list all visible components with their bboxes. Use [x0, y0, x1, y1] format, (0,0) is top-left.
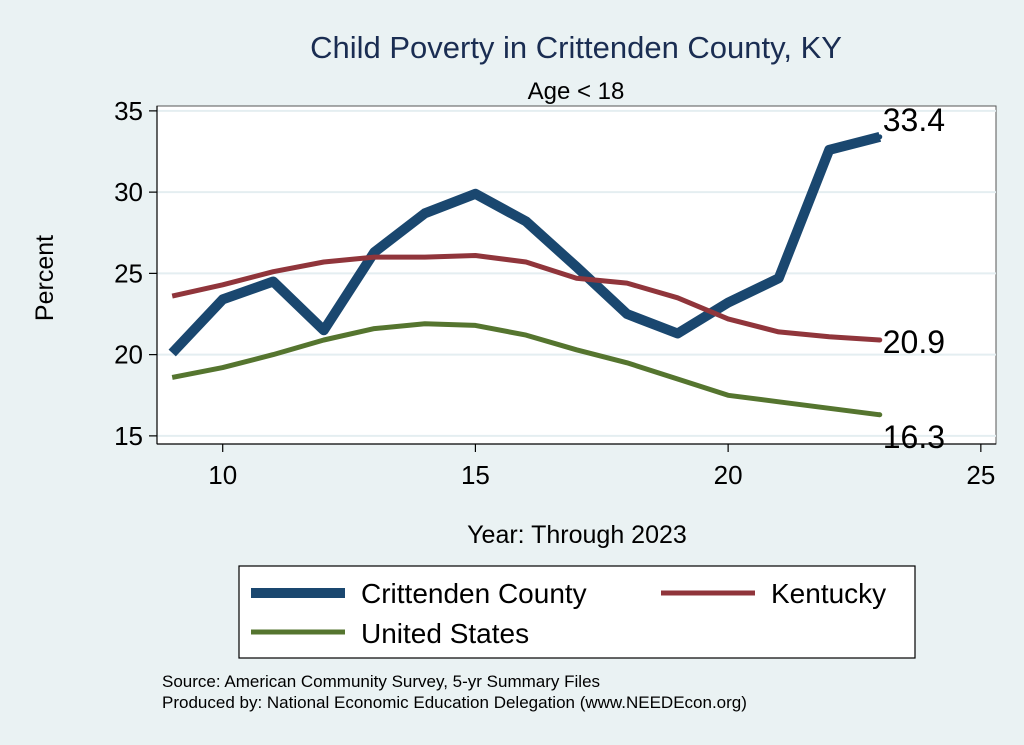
x-tick-label-20: 20 — [714, 460, 743, 490]
y-axis-label: Percent — [31, 235, 59, 321]
legend-label-united-states: United States — [361, 618, 529, 649]
chart-subtitle: Age < 18 — [528, 78, 625, 105]
legend-label-kentucky: Kentucky — [771, 578, 886, 609]
series-lines — [168, 132, 882, 418]
end-label-kentucky: 20.9 — [883, 324, 945, 360]
y-tick-label-20: 20 — [114, 340, 143, 370]
plot-area — [156, 105, 997, 445]
source-note: Source: American Community Survey, 5-yr … — [162, 672, 600, 691]
y-axis: 15 20 25 30 35 — [114, 96, 158, 451]
x-tick-label-10: 10 — [208, 460, 237, 490]
end-labels: 33.4 20.9 16.3 — [877, 102, 945, 455]
end-label-crittenden-county: 33.4 — [883, 102, 945, 138]
series-line-kentucky — [171, 253, 880, 343]
series-line-crittenden-county — [168, 132, 882, 357]
producer-note: Produced by: National Economic Education… — [162, 693, 747, 712]
end-marker-kentucky — [877, 337, 883, 343]
legend-label-crittenden-county: Crittenden County — [361, 578, 587, 609]
chart-title: Child Poverty in Crittenden County, KY — [310, 30, 842, 65]
y-tick-label-35: 35 — [114, 96, 143, 126]
y-tick-label-30: 30 — [114, 177, 143, 207]
series-line-united-states — [171, 321, 881, 418]
end-marker-united-states — [877, 412, 883, 418]
x-tick-label-15: 15 — [461, 460, 490, 490]
x-tick-label-25: 25 — [966, 460, 995, 490]
end-label-united-states: 16.3 — [883, 419, 945, 455]
end-marker-crittenden-county — [877, 134, 883, 140]
x-axis-label: Year: Through 2023 — [467, 521, 687, 549]
y-tick-label-15: 15 — [114, 421, 143, 451]
legend-box — [238, 565, 916, 659]
x-axis: 10 15 20 25 — [157, 443, 996, 490]
legend: Crittenden County Kentucky United States — [238, 565, 916, 659]
y-tick-label-25: 25 — [114, 258, 143, 288]
